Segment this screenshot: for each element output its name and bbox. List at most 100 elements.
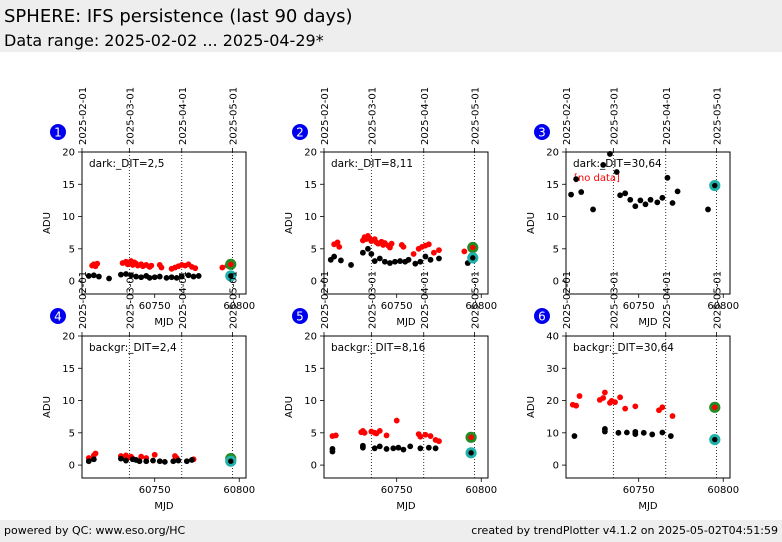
data-point-red [334, 239, 341, 246]
data-point-black [405, 256, 412, 263]
date-tick-label: 2025-04-01 [662, 87, 673, 145]
x-axis-label: MJD [154, 317, 174, 328]
latest-marker-center [228, 273, 234, 279]
x-tick-label: 60800 [223, 485, 255, 496]
y-tick-label: 15 [304, 364, 317, 375]
date-tick-label: 2025-04-01 [662, 271, 673, 329]
data-point-black [368, 251, 375, 257]
data-point-red [383, 432, 390, 439]
data-point-black [348, 262, 354, 268]
footer-powered-by: powered by QC: www.eso.org/HC [4, 524, 186, 537]
data-point-red [417, 433, 424, 440]
data-point-red [151, 451, 158, 458]
data-point-black [376, 443, 383, 450]
date-tick-label: 2025-02-01 [78, 87, 89, 145]
y-tick-label: 0 [311, 461, 317, 472]
data-point-black [622, 190, 629, 197]
date-tick-label: 2025-02-01 [562, 271, 573, 329]
data-point-black [146, 274, 153, 281]
date-tick-label: 2025-04-01 [178, 87, 189, 145]
footer-created-by: created by trendPlotter v4.1.2 on 2025-0… [471, 524, 778, 537]
latest-marker-center [470, 255, 476, 261]
data-point-red [410, 251, 417, 257]
data-point-red [436, 438, 442, 445]
data-point-black [85, 458, 92, 465]
date-tick-label: 2025-04-01 [420, 271, 431, 329]
data-point-black [190, 273, 197, 280]
date-tick-label: 2025-02-01 [320, 271, 331, 329]
data-point-black [436, 255, 442, 262]
data-point-red [427, 433, 434, 439]
plot-frame [81, 151, 247, 295]
y-tick-label: 15 [546, 180, 559, 191]
x-tick-label: 60800 [465, 485, 497, 496]
plot-frame [565, 335, 731, 479]
data-point-black [329, 446, 336, 452]
chart-panel-5: 2025-02-01 2025-03-01 2025-04-01 2025-05-01… [284, 271, 497, 512]
date-tick-label: 2025-05-01 [712, 87, 723, 145]
x-tick-label: 60750 [381, 485, 413, 496]
data-point-black [175, 457, 182, 464]
y-tick-label: 5 [69, 244, 75, 255]
header-bar: SPHERE: IFS persistence (last 90 days) D… [0, 0, 782, 52]
data-point-black [664, 174, 671, 181]
plot-frame [323, 335, 489, 479]
data-point-black [600, 162, 607, 168]
data-point-black [390, 445, 397, 452]
data-point-red [669, 413, 676, 419]
y-tick-label: 10 [546, 428, 559, 439]
data-point-black [136, 458, 143, 465]
data-point-black [632, 431, 639, 438]
y-axis-label: ADU [42, 212, 53, 234]
x-tick-label: 60800 [223, 301, 255, 312]
data-point-black [568, 191, 574, 198]
data-point-black [133, 273, 140, 280]
data-point-red [393, 417, 400, 424]
panel-label: backgr:_DIT=2,4 [89, 342, 177, 354]
data-point-red [148, 262, 155, 269]
date-tick-label: 2025-05-01 [228, 271, 239, 329]
data-point-black [613, 169, 620, 175]
data-point-red [659, 404, 666, 411]
data-point-red [400, 243, 407, 250]
data-point-black [607, 151, 613, 157]
date-tick-label: 2025-04-01 [420, 87, 431, 145]
chart-panel-3: 2025-02-01 2025-03-01 2025-04-01 2025-05-01… [526, 87, 739, 328]
data-point-black [387, 260, 393, 266]
plot-frame [323, 151, 489, 295]
y-tick-label: 20 [546, 148, 559, 159]
panel-number: 6 [538, 310, 546, 324]
data-point-red [622, 405, 629, 412]
data-point-red [600, 395, 607, 401]
data-point-red [376, 427, 383, 434]
data-point-black [617, 192, 624, 199]
x-tick-label: 60750 [139, 485, 171, 496]
data-point-black [432, 445, 439, 452]
data-point-black [647, 196, 654, 203]
data-point-red [332, 432, 339, 439]
data-point-black [331, 253, 338, 260]
x-tick-label: 60800 [707, 485, 739, 496]
latest-marker-center [228, 458, 234, 464]
data-point-black [674, 188, 681, 195]
x-tick-label: 60800 [707, 301, 739, 312]
data-point-black [395, 444, 402, 451]
date-tick-label: 2025-03-01 [125, 87, 136, 145]
data-point-black [573, 176, 580, 183]
data-point-black [156, 273, 163, 280]
date-tick-label: 2025-02-01 [320, 87, 331, 145]
panel-number-badge [534, 308, 550, 324]
date-tick-label: 2025-03-01 [609, 271, 620, 329]
data-point-red [461, 248, 468, 255]
data-point-black [123, 457, 129, 464]
y-tick-label: 5 [311, 428, 317, 439]
y-tick-label: 10 [304, 396, 317, 407]
y-axis-label: ADU [284, 396, 295, 418]
y-tick-label: 20 [546, 396, 559, 407]
data-point-black [383, 446, 390, 452]
panel-number-badge [534, 124, 550, 140]
data-point-black [578, 189, 585, 195]
date-tick-label: 2025-02-01 [78, 271, 89, 329]
data-point-black [637, 197, 644, 204]
y-tick-label: 20 [62, 148, 75, 159]
